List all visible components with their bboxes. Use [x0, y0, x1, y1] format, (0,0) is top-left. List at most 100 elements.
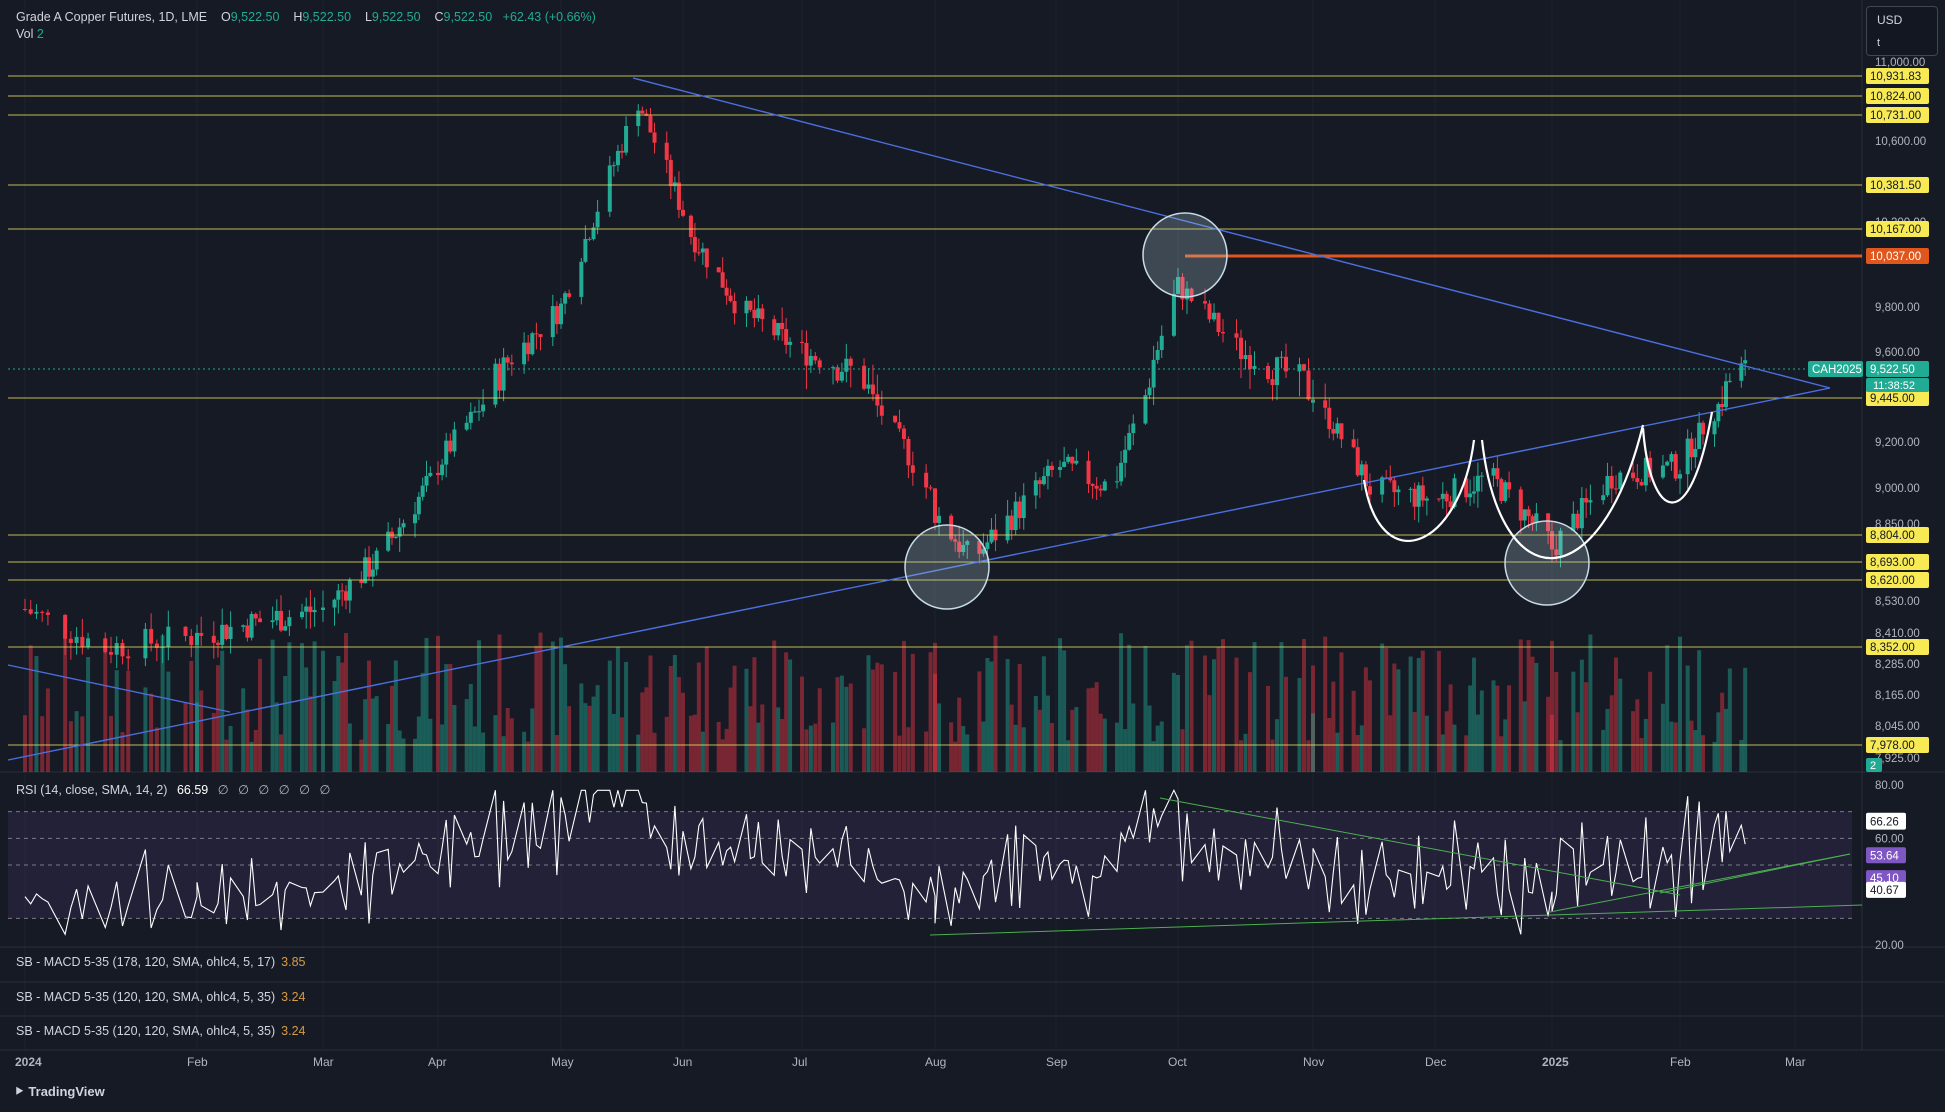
candle-body — [1207, 303, 1212, 320]
volume-bar — [1503, 719, 1508, 772]
candle-body — [1388, 477, 1393, 481]
volume-bar — [1339, 652, 1344, 772]
candle-body — [636, 110, 641, 126]
candle-body — [444, 440, 449, 465]
volume-bar — [1155, 725, 1160, 772]
volume-bar — [1530, 656, 1535, 772]
candle-body — [817, 360, 822, 368]
volume-bar — [1311, 665, 1315, 772]
volume-bar — [287, 642, 292, 772]
volume-bar — [1665, 645, 1670, 772]
macd-legend-2[interactable]: SB - MACD 5-35 (120, 120, SMA, ohlc4, 5,… — [16, 990, 306, 1004]
volume-bar — [961, 725, 966, 772]
volume-bar — [1131, 703, 1136, 772]
macd-legend-3[interactable]: SB - MACD 5-35 (120, 120, SMA, ohlc4, 5,… — [16, 1024, 306, 1038]
candle-body — [624, 125, 629, 153]
candle-body — [1507, 482, 1512, 490]
volume-bar — [199, 690, 204, 772]
candle-body — [924, 472, 929, 488]
volume-bar — [587, 705, 592, 772]
price-level-tag-bg — [1866, 572, 1929, 588]
volume-bar — [1335, 732, 1340, 772]
candle-body — [1151, 359, 1156, 388]
candle-body — [68, 638, 73, 643]
candle-body — [1571, 513, 1576, 531]
candle-body — [1098, 488, 1103, 491]
candle-body — [676, 182, 681, 210]
candle-body — [1279, 356, 1284, 358]
volume-bar — [452, 705, 457, 772]
volume-bar — [615, 646, 620, 772]
volume-bar — [831, 722, 836, 772]
last-price-tag: 9,522.50 — [1870, 364, 1915, 376]
volume-bar — [283, 675, 288, 772]
candle-body — [428, 472, 433, 476]
candle-body — [716, 267, 721, 273]
currency-selector[interactable]: USD t — [1866, 6, 1938, 56]
volume-bar — [1724, 708, 1728, 772]
volume-bar — [1351, 690, 1356, 772]
rounding-bottom-arc — [1480, 424, 1645, 560]
volume-bar — [440, 724, 445, 772]
volume-bar — [1526, 640, 1531, 772]
volume-bar — [672, 655, 677, 772]
volume-bar — [477, 640, 481, 772]
price-axis-tick: 9,600.00 — [1875, 347, 1920, 359]
countdown-tag-bg — [1866, 378, 1929, 392]
candle-body — [893, 415, 898, 423]
highlight-circle — [1504, 520, 1590, 606]
volume-bar — [776, 707, 781, 772]
volume-bar — [195, 702, 199, 772]
candle-body — [1119, 462, 1124, 482]
volume-bar — [879, 664, 884, 772]
volume-bar — [1284, 676, 1288, 772]
volume-bar — [1239, 740, 1243, 772]
rsi-legend[interactable]: RSI (14, close, SMA, 14, 2) 66.59 ∅ ∅ ∅ … — [16, 782, 333, 797]
macd-legend-1[interactable]: SB - MACD 5-35 (178, 120, SMA, ohlc4, 5,… — [16, 955, 306, 969]
candle-body — [393, 536, 398, 538]
candle-body — [579, 261, 584, 297]
volume-bar — [1424, 715, 1429, 772]
volume-bar — [1420, 650, 1425, 772]
candle-body — [788, 341, 793, 345]
volume-bar — [1119, 633, 1124, 772]
volume-tag-bg — [1866, 758, 1882, 772]
volume-bar — [1534, 662, 1539, 772]
volume-bar — [901, 640, 906, 772]
candle-body — [1526, 509, 1531, 517]
candle-body — [1408, 488, 1413, 490]
volume-bar — [700, 731, 705, 772]
price-level-tag: 8,352.00 — [1870, 642, 1915, 654]
candle-body — [154, 643, 159, 648]
volume-bar — [1009, 704, 1014, 772]
candle-body — [724, 287, 729, 296]
candle-body — [1359, 464, 1364, 476]
volume-bar — [1359, 725, 1364, 772]
price-level-tag-bg — [1866, 107, 1929, 123]
tradingview-logo[interactable]: ⯈ TradingView — [14, 1084, 105, 1100]
candle-body — [416, 496, 421, 515]
volume-bar — [347, 723, 352, 772]
price-level-tag: 8,804.00 — [1870, 530, 1915, 542]
symbol-title[interactable]: Grade A Copper Futures, 1D, LME — [16, 10, 208, 24]
candle-body — [870, 384, 875, 395]
rounding-bottom-arc — [1362, 439, 1476, 542]
highlight-circle — [1142, 212, 1228, 298]
candle-body — [839, 371, 844, 381]
candle-body — [1248, 354, 1252, 369]
volume-bar — [154, 727, 159, 772]
candle-body — [493, 363, 498, 405]
volume-bar — [1546, 696, 1551, 772]
candle-body — [304, 606, 309, 612]
volume-bar — [559, 637, 563, 772]
candle-body — [977, 541, 982, 554]
volume-bar — [1479, 690, 1484, 772]
time-axis-label: Mar — [313, 1055, 334, 1069]
volume-bar — [183, 702, 188, 772]
low-label: L — [364, 10, 372, 24]
candle-body — [1444, 493, 1449, 502]
candle-body — [1216, 312, 1221, 332]
candles-layer — [23, 104, 1748, 671]
